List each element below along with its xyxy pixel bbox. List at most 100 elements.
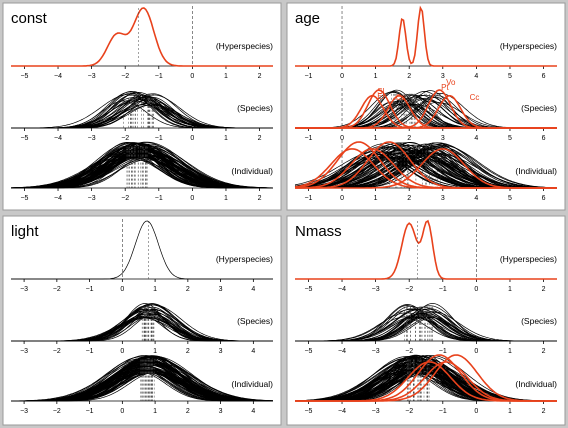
x-tick-label: 0 [190,135,194,142]
highlight-density-curve [295,95,557,129]
x-tick-label: 3 [219,286,223,293]
density-curve [11,98,273,129]
x-tick-label: 5 [508,135,512,142]
x-tick-label: 2 [542,408,546,415]
x-tick-label: −4 [338,348,346,355]
x-tick-label: 0 [474,348,478,355]
x-tick-label: 1 [508,408,512,415]
x-tick-label: 4 [251,348,255,355]
x-tick-label: 1 [224,73,228,80]
x-tick-label: 2 [407,135,411,142]
x-tick-label: 2 [186,348,190,355]
row-hyperspecies: −3 −2 −1 0 1 2 3 4 (Hyperspecies) [11,219,273,293]
x-tick-label: 1 [508,348,512,355]
x-tick-label: 1 [153,408,157,415]
x-tick-label: 1 [374,135,378,142]
x-tick-label: −2 [121,195,129,202]
x-tick-label: 0 [474,408,478,415]
x-tick-label: −2 [405,286,413,293]
x-tick-label: 3 [219,408,223,415]
x-tick-label: −2 [53,348,61,355]
x-tick-label: −3 [20,348,28,355]
row-label: (Hyperspecies) [500,41,557,51]
panel-const: const −5 −4 −3 −2 −1 0 1 2 (Hyperspecies) −5 −4 −3 −2… [2,2,282,211]
x-tick-label: 2 [542,286,546,293]
row-label: (Species) [521,316,557,326]
x-tick-label: 1 [508,286,512,293]
x-tick-label: −3 [372,348,380,355]
row-individual: −3 −2 −1 0 1 2 3 4 (Individual) [10,355,273,415]
x-tick-label: −5 [20,73,28,80]
x-tick-label: −5 [20,195,28,202]
x-tick-label: −1 [304,73,312,80]
row-label: (Species) [237,103,273,113]
x-tick-label: −2 [405,408,413,415]
x-tick-label: 6 [542,73,546,80]
species-annotation: Pt [441,83,449,92]
x-tick-label: 2 [542,348,546,355]
row-individual: −5 −4 −3 −2 −1 0 1 2 (Individual) [294,354,557,415]
x-tick-label: −4 [54,195,62,202]
x-tick-label: 2 [258,195,262,202]
panel-title: age [295,10,320,27]
x-tick-label: 1 [153,348,157,355]
x-tick-label: −3 [88,135,96,142]
x-tick-label: 4 [251,408,255,415]
row-individual: −5 −4 −3 −2 −1 0 1 2 (Individual) [10,141,273,202]
x-tick-label: −5 [20,135,28,142]
x-tick-label: 1 [374,73,378,80]
row-label: (Individual) [515,166,557,176]
x-tick-label: 2 [186,408,190,415]
hyperspecies-density-curve [295,219,557,280]
x-tick-label: −1 [304,195,312,202]
x-tick-label: −1 [439,286,447,293]
row-label: (Hyperspecies) [500,254,557,264]
x-tick-label: 5 [508,73,512,80]
panel-light: light −3 −2 −1 0 1 2 3 4 (Hyperspecies) −3 −2 −1 0 1 2 3… [2,215,282,426]
x-tick-label: 0 [120,286,124,293]
x-tick-label: 0 [190,73,194,80]
x-tick-label: 2 [186,286,190,293]
x-tick-label: 6 [542,135,546,142]
x-tick-label: −2 [121,135,129,142]
row-label: (Individual) [231,379,273,389]
x-tick-label: −4 [54,73,62,80]
density-curve [295,311,557,342]
x-tick-label: 0 [190,195,194,202]
row-species: −5 −4 −3 −2 −1 0 1 2 (Species) [11,90,273,142]
x-tick-label: −5 [304,286,312,293]
species-annotation: Sl [377,87,384,96]
hyperspecies-density-curve [11,220,273,280]
x-tick-label: 0 [340,195,344,202]
row-individual: −1 0 1 2 3 4 5 6 (Individual) [294,140,557,202]
row-hyperspecies: −5 −4 −3 −2 −1 0 1 2 (Hyperspecies) [295,219,557,293]
density-curve [11,147,273,189]
highlight-density-curve [295,148,557,189]
x-tick-label: −4 [54,135,62,142]
row-species: −3 −2 −1 0 1 2 3 4 (Species) [11,303,273,355]
row-label: (Species) [237,316,273,326]
row-species: −5 −4 −3 −2 −1 0 1 2 (Species) [295,303,557,355]
x-tick-label: 1 [224,195,228,202]
x-tick-label: −1 [155,195,163,202]
x-tick-label: −2 [405,348,413,355]
x-tick-label: −5 [304,348,312,355]
row-hyperspecies: −5 −4 −3 −2 −1 0 1 2 (Hyperspecies) [11,6,273,80]
x-tick-label: −5 [304,408,312,415]
x-tick-label: −2 [121,73,129,80]
row-label: (Hyperspecies) [216,254,273,264]
panel-Nmass: Nmass −5 −4 −3 −2 −1 0 1 2 (Hyperspecies) −5 −4 −3 −2… [286,215,566,426]
highlight-density-curve [295,354,557,402]
row-label: (Species) [521,103,557,113]
x-tick-label: 0 [340,135,344,142]
hyperspecies-density-curve [11,7,273,67]
x-tick-label: −1 [86,408,94,415]
x-tick-label: 1 [153,286,157,293]
row-label: (Individual) [515,379,557,389]
x-tick-label: 2 [407,195,411,202]
x-tick-label: −3 [20,286,28,293]
x-tick-label: −2 [53,286,61,293]
x-tick-label: 4 [251,286,255,293]
x-tick-label: −1 [155,73,163,80]
